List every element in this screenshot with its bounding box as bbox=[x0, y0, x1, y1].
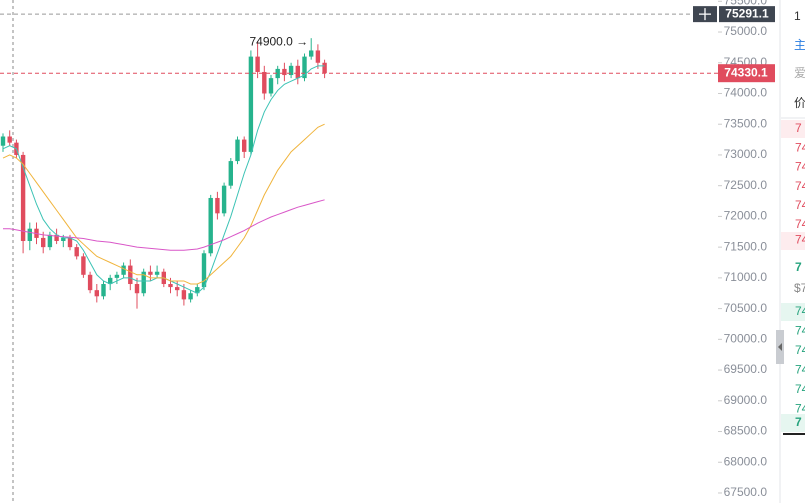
ma-line bbox=[2, 65, 325, 294]
candle-body bbox=[41, 237, 46, 248]
ask-bg bbox=[781, 120, 805, 138]
bid-price: 74 bbox=[795, 382, 805, 396]
collapse-arrow bbox=[778, 343, 782, 351]
ref-price-label: 75291.1 bbox=[725, 6, 769, 20]
candle-body bbox=[114, 274, 120, 278]
ask-price: 7 bbox=[795, 121, 802, 135]
candle-body bbox=[134, 284, 140, 294]
y-tick-label: 71000.0 bbox=[724, 270, 768, 284]
candle-body bbox=[282, 68, 287, 76]
bid-price: 74 bbox=[795, 304, 805, 318]
panel-price: 7 bbox=[795, 260, 802, 274]
candle-body bbox=[27, 228, 32, 241]
y-tick-label: 68000.0 bbox=[724, 454, 768, 468]
candle-body bbox=[168, 284, 173, 288]
bid-bg bbox=[781, 303, 805, 321]
candle-body bbox=[94, 290, 99, 297]
panel-sub: $7 bbox=[794, 281, 805, 295]
candle-body bbox=[221, 185, 227, 214]
ask-price: 74 bbox=[795, 179, 805, 193]
y-tick-label: 70000.0 bbox=[724, 332, 768, 346]
last-price-label: 74330.1 bbox=[724, 65, 768, 79]
candle-body bbox=[87, 274, 93, 291]
y-tick-label: 72500.0 bbox=[724, 178, 768, 192]
bid-price: 74 bbox=[795, 402, 805, 416]
candle-body bbox=[262, 71, 267, 94]
candle-body bbox=[302, 56, 307, 79]
candle-body bbox=[295, 65, 300, 79]
bid-price: 74 bbox=[795, 324, 805, 338]
candle-body bbox=[322, 62, 327, 74]
candle-body bbox=[309, 50, 314, 57]
last-price-box bbox=[718, 64, 775, 83]
y-tick-label: 75500.0 bbox=[724, 0, 768, 7]
panel-tab[interactable]: 1 bbox=[794, 9, 801, 23]
candle-body bbox=[188, 293, 193, 300]
panel-tab[interactable]: 爱 bbox=[794, 66, 805, 80]
ask-price: 74 bbox=[795, 160, 805, 174]
y-tick-label: 72000.0 bbox=[724, 209, 768, 223]
panel-tab[interactable]: 价 bbox=[794, 96, 805, 110]
candle-body bbox=[235, 139, 240, 162]
candle-body bbox=[154, 271, 160, 275]
candle-body bbox=[228, 161, 233, 186]
y-tick-label: 70500.0 bbox=[724, 301, 768, 315]
y-tick-label: 73500.0 bbox=[724, 116, 768, 130]
candle-body bbox=[268, 78, 274, 94]
candle-body bbox=[148, 271, 153, 275]
candle-body bbox=[181, 290, 187, 300]
candle-body bbox=[195, 287, 200, 294]
foot-bg bbox=[781, 414, 805, 432]
candle-body bbox=[108, 277, 113, 285]
candle-body bbox=[74, 247, 79, 257]
candle-body bbox=[141, 271, 146, 294]
candle-body bbox=[81, 256, 86, 275]
candle-body bbox=[288, 65, 294, 76]
candle-body bbox=[128, 265, 133, 285]
ask-bg bbox=[781, 232, 805, 250]
candle-body bbox=[248, 56, 254, 152]
ma-line bbox=[3, 199, 325, 251]
panel-foot: 7 bbox=[795, 415, 802, 429]
candle-body bbox=[315, 50, 321, 63]
candle-body bbox=[255, 56, 260, 72]
bid-price: 74 bbox=[795, 343, 805, 357]
high-marker: 74900.0 → bbox=[249, 34, 308, 48]
candle-body bbox=[20, 154, 26, 241]
y-tick-label: 71500.0 bbox=[724, 239, 768, 253]
candle-body bbox=[61, 237, 66, 241]
ma-line bbox=[2, 123, 325, 285]
candle-body bbox=[7, 136, 12, 143]
candle-body bbox=[208, 197, 213, 254]
y-tick-label: 75000.0 bbox=[724, 24, 768, 38]
panel-tab[interactable]: 主 bbox=[794, 38, 805, 52]
y-tick-label: 69000.0 bbox=[724, 393, 768, 407]
y-tick-label: 69500.0 bbox=[724, 362, 768, 376]
candle-body bbox=[0, 136, 6, 146]
bid-price: 74 bbox=[795, 363, 805, 377]
candle-body bbox=[47, 234, 53, 248]
ref-price-box bbox=[719, 6, 775, 23]
y-tick-label: 73000.0 bbox=[724, 147, 768, 161]
y-tick-label: 74000.0 bbox=[724, 86, 768, 100]
y-tick-label: 67500.0 bbox=[724, 485, 768, 499]
candle-body bbox=[101, 284, 106, 297]
candle-body bbox=[121, 265, 126, 275]
candle-body bbox=[175, 287, 180, 291]
ask-price: 74 bbox=[795, 232, 805, 246]
plus-icon bbox=[699, 8, 711, 21]
candle-body bbox=[67, 237, 73, 248]
candle-body bbox=[201, 253, 207, 288]
candle-body bbox=[275, 68, 280, 79]
y-tick-label: 68500.0 bbox=[724, 424, 768, 438]
ask-price: 74 bbox=[795, 198, 805, 212]
ask-price: 74 bbox=[795, 217, 805, 231]
candle-body bbox=[242, 139, 247, 152]
candle-body bbox=[54, 234, 59, 241]
candle-body bbox=[215, 197, 220, 214]
ask-price: 74 bbox=[795, 140, 805, 154]
